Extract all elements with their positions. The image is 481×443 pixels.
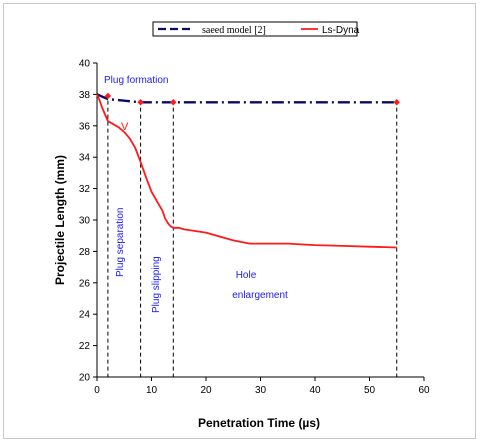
y-tick-label: 40 bbox=[79, 59, 91, 70]
y-tick-label: 20 bbox=[79, 373, 91, 384]
y-tick-label: 22 bbox=[79, 341, 91, 352]
x-tick-label: 20 bbox=[200, 385, 212, 396]
x-axis-title: Penetration Time (µs) bbox=[198, 416, 320, 430]
series-line-lsdyna bbox=[96, 94, 397, 249]
x-tick-label: 50 bbox=[364, 385, 376, 396]
data-marker bbox=[393, 99, 400, 106]
series-group bbox=[96, 93, 397, 249]
x-tick-label: 60 bbox=[418, 385, 430, 396]
y-tick-label: 36 bbox=[79, 121, 91, 132]
y-tick-label: 34 bbox=[79, 153, 91, 164]
annotation-v: V bbox=[121, 121, 129, 133]
chart-frame bbox=[3, 3, 476, 439]
legend-box bbox=[152, 21, 358, 37]
y-axis-title: Projectile Length (mm) bbox=[53, 155, 67, 285]
data-marker bbox=[104, 92, 112, 100]
legend-label-lsdyna: Ls-Dyna bbox=[322, 25, 360, 36]
x-tick-label: 40 bbox=[309, 385, 321, 396]
annotation-hole: Hole bbox=[236, 270, 257, 281]
y-tick-label: 38 bbox=[79, 90, 91, 101]
y-tick-label: 32 bbox=[79, 184, 91, 195]
x-tick-label: 30 bbox=[255, 385, 267, 396]
vertical-guides bbox=[107, 100, 398, 377]
y-tick-label: 24 bbox=[79, 310, 91, 321]
legend: saeed model [2] Ls-Dyna bbox=[152, 21, 360, 37]
annotation-plug-formation: Plug formation bbox=[104, 75, 168, 86]
x-tick-label: 0 bbox=[94, 385, 100, 396]
axes: 20 22 24 26 28 30 32 34 36 38 40 0 10 20 30 40 50 60 bbox=[79, 59, 430, 397]
y-tick-label: 26 bbox=[79, 278, 91, 289]
annotation-plug-separation: Plug separation bbox=[115, 208, 126, 278]
legend-label-saeed: saeed model [2] bbox=[202, 25, 266, 36]
data-marker bbox=[170, 99, 177, 106]
annotations: Plug formation V Plug separation Plug sl… bbox=[104, 75, 288, 313]
y-tick-label: 28 bbox=[79, 247, 91, 258]
annotation-plug-slipping: Plug slipping bbox=[151, 256, 162, 313]
y-tick-label: 30 bbox=[79, 216, 91, 227]
annotation-enlargement: enlargement bbox=[232, 290, 288, 301]
data-marker bbox=[137, 99, 144, 106]
x-tick-label: 10 bbox=[146, 385, 158, 396]
markers-group bbox=[104, 92, 400, 106]
